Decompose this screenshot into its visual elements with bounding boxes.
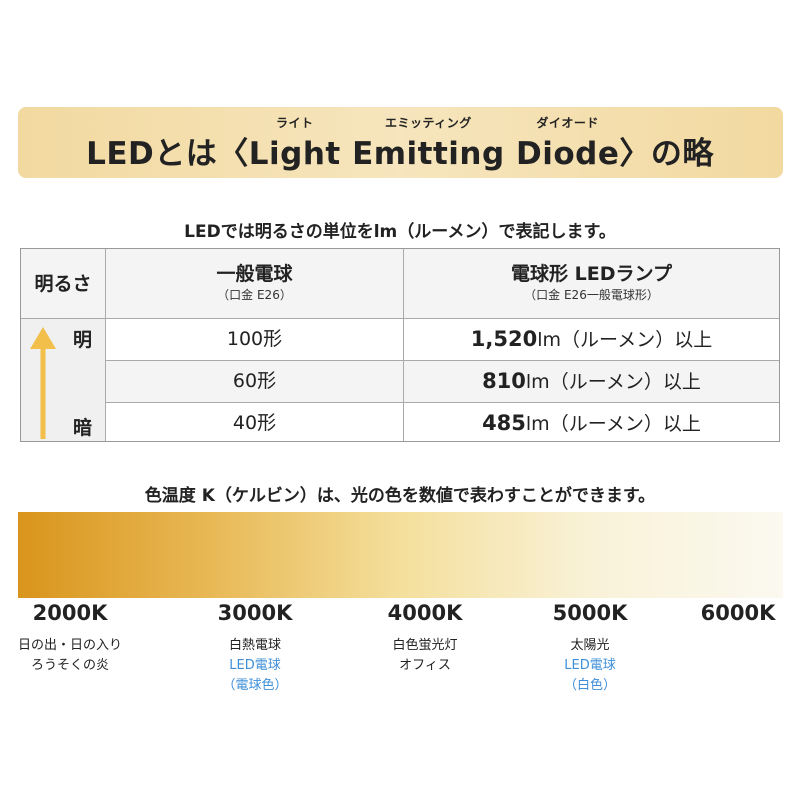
color-gradient (18, 512, 783, 598)
header-label: 明るさ (34, 273, 92, 295)
led-desc: LED電球 (229, 658, 281, 673)
title-word: Light ライト (248, 116, 341, 172)
lumen-cell: 1,520lm（ルーメン）以上 (404, 319, 779, 361)
temperature-desc: 太陽光 (570, 638, 610, 653)
brightness-column: 明暗 (21, 319, 106, 441)
title-text: LEDとは〈 (86, 136, 249, 172)
caption: 色温度 K（ケルビン）は、光の色を数値で表わすことができます。 (144, 486, 656, 506)
temperature-desc: 白色蛍光灯 (392, 638, 458, 653)
lumen-cell: 810lm（ルーメン）以上 (404, 361, 779, 403)
header-sub: （口金 E26） (217, 288, 292, 302)
led-desc: LED電球 (564, 658, 616, 673)
header-band (18, 107, 783, 178)
low-label: 暗 (73, 417, 93, 439)
arrow-head (30, 327, 56, 349)
title-word: Diode ダイオード (516, 116, 620, 172)
table: 明るさ 一般電球 （口金 E26） 電球形 LEDランプ （口金 E26一般電球形）明暗… (20, 248, 780, 442)
header-label: 一般電球 (216, 263, 293, 285)
lumen-value: 485 (482, 411, 526, 435)
word: Emitting (352, 136, 505, 172)
ruby: エミッティング (384, 116, 472, 130)
lumen-cell: 485lm（ルーメン）以上 (404, 403, 779, 441)
title: LEDとは〈Light ライト Emitting エミッティング Diode ダイオー… (0, 116, 800, 173)
led-desc: （白色） (563, 678, 616, 693)
word: Diode (516, 136, 620, 172)
bulb-cell: 100形 (106, 319, 404, 361)
temperature-label: 4000K (387, 601, 463, 625)
arrow (30, 327, 56, 439)
header-cell: 一般電球 （口金 E26） (106, 249, 404, 319)
lumen-value: 1,520 (470, 327, 538, 351)
header-cell: 電球形 LEDランプ （口金 E26一般電球形） (404, 249, 779, 319)
high-label: 明 (73, 329, 93, 351)
temperature-label: 3000K (217, 601, 293, 625)
temperature-desc: 日の出・日の入り (17, 638, 122, 653)
temperature-desc: 白熱電球 (228, 638, 281, 653)
header-cell: 明るさ (21, 249, 106, 319)
ruby: ダイオード (536, 116, 599, 130)
lumen-value: 810 (482, 369, 526, 393)
word: Light (248, 136, 341, 172)
led-desc: （電球色） (222, 678, 288, 693)
temperature-label: 5000K (552, 601, 628, 625)
bulb-cell: 60形 (106, 361, 404, 403)
temperature-desc: ろうそくの炎 (30, 658, 109, 673)
title-text: 〉の略 (619, 136, 714, 172)
ruby: ライト (276, 116, 314, 130)
temperature-label: 2000K (32, 601, 108, 625)
bulb-cell: 40形 (106, 403, 404, 441)
title-word: Emitting エミッティング (352, 116, 505, 172)
caption: LEDでは明るさの単位をlm（ルーメン）で表記します。 (184, 222, 616, 242)
header-sub: （口金 E26一般電球形） (524, 288, 659, 302)
lumen-unit: lm（ルーメン）以上 (525, 413, 701, 435)
header-label: 電球形 LEDランプ (511, 263, 672, 285)
lumen-unit: lm（ルーメン）以上 (525, 371, 701, 393)
temperature-label: 6000K (700, 601, 776, 625)
lumen-unit: lm（ルーメン）以上 (537, 329, 713, 351)
temperature-desc: オフィス (399, 658, 451, 673)
